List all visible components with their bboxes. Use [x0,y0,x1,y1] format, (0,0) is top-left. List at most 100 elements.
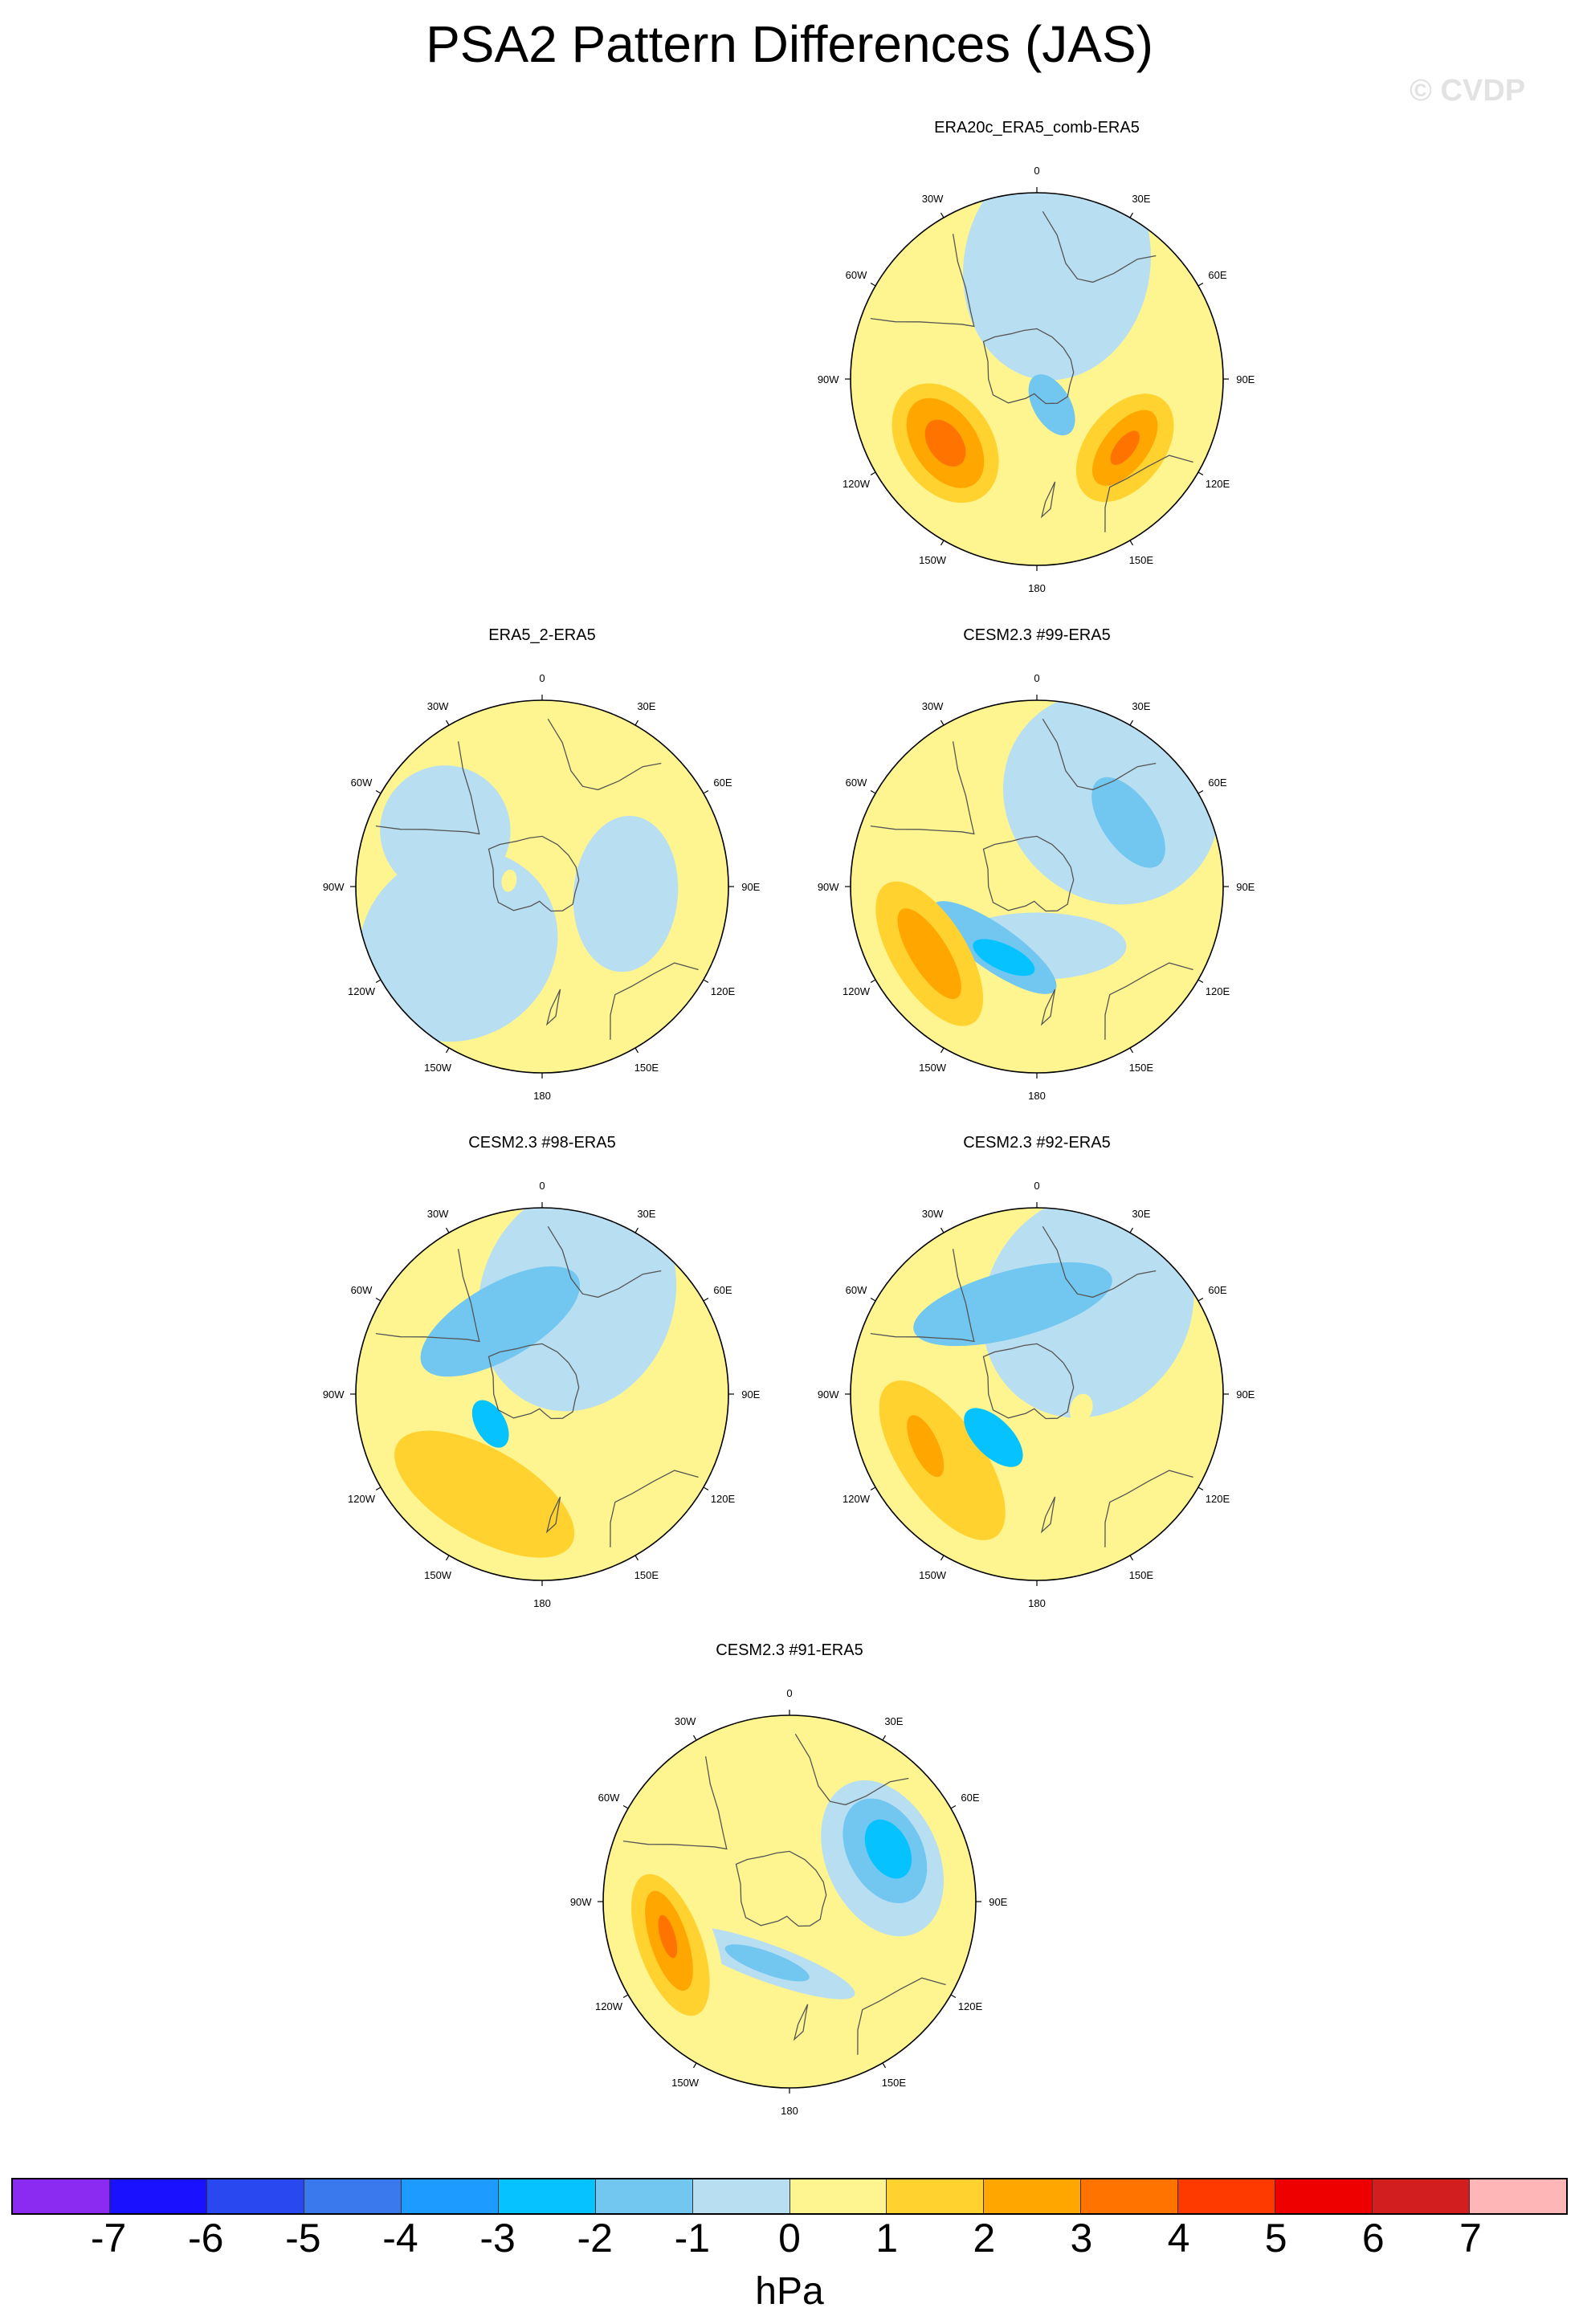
lon-label: 90W [570,1896,592,1908]
contour-region [999,447,1075,565]
lon-tick [1129,212,1134,218]
lon-label: 60W [846,777,867,789]
lon-tick [1129,1555,1134,1561]
coastline [870,1249,975,1343]
colorbar-tick-label: -4 [382,2216,418,2261]
lon-tick [940,1555,945,1561]
lon-tick [950,1804,957,1809]
colorbar-swatch [789,2179,887,2213]
contour-region [724,1944,810,1982]
map-panel-cesm92: CESM2.3 #92-ERA5 0 30E 60E 90E 120E 150E 180 15… [812,1134,1262,1648]
lon-label: 30E [637,700,655,712]
lon-tick [1129,720,1134,726]
map-panel-cesm91: CESM2.3 #91-ERA5 0 30E 60E 90E 120E 150E 180 15… [565,1641,1014,2155]
contour-field [356,700,728,1073]
colorbar-tick-label: -5 [285,2216,321,2261]
page-title: PSA2 Pattern Differences (JAS) [426,15,1153,73]
lon-tick [870,471,876,476]
coastline-antarctica [982,328,1075,405]
map-panel-era5-2: ERA5_2-ERA5 0 30E 60E 90E 120E 150E 180 150W 120… [317,626,767,1140]
coastline-antarctica [488,835,580,912]
lon-label: 30E [637,1208,655,1220]
lon-tick [1198,282,1204,287]
lon-label: 30W [675,1715,696,1727]
coastline-new-zealand [545,989,561,1026]
lon-label: 150W [424,1062,452,1074]
lon-label: 90E [741,881,760,893]
colorbar-tick-label: 7 [1459,2216,1482,2261]
colorbar-swatch [692,2179,790,2213]
panel-title: CESM2.3 #92-ERA5 [963,1134,1111,1152]
contour-region [964,1408,1023,1467]
lon-label: 60E [713,777,732,789]
colorbar-swatch [1275,2179,1373,2213]
lon-label: 150E [1129,1062,1154,1074]
colorbar-tick-label: -3 [479,2216,516,2261]
polar-map: 0 30E 60E 90E 120E 150E 180 150W 120W 90W 60W 30W [570,1687,1008,2117]
lon-label: 60W [846,1284,867,1296]
lon-tick [703,1486,709,1491]
lon-label: 150E [1129,554,1154,566]
lon-label: 30W [922,1208,944,1220]
lon-label: 150W [424,1569,452,1581]
panel-title: CESM2.3 #98-ERA5 [468,1134,616,1152]
lon-label: 150E [882,2077,907,2089]
coastline [547,1225,662,1299]
lon-label: 150E [634,1062,659,1074]
contour-region [394,1430,575,1558]
lon-label: 30W [922,193,944,205]
coastline [610,1470,699,1547]
lon-label: 150W [919,1062,947,1074]
map-panel-cesm98: CESM2.3 #98-ERA5 0 30E 60E 90E 120E 150E 180 15… [317,1134,767,1648]
lon-label: 120W [843,1493,871,1505]
coastline [1104,962,1193,1040]
lon-tick [1198,1486,1204,1491]
colorbar-swatch [497,2179,595,2213]
contour-region [1091,777,1165,868]
coastline-antarctica [982,835,1075,912]
lon-tick [1198,1297,1204,1302]
colorbar-swatch [108,2179,206,2213]
colorbar-swatch [594,2179,692,2213]
coastline-antarctica [982,1343,1075,1420]
contour-region [907,1415,945,1478]
coastline [1042,1225,1157,1299]
coastline [1104,1470,1193,1547]
lon-tick [1198,979,1204,984]
lon-tick [703,789,709,794]
lon-tick [375,1297,381,1302]
lon-label: 150W [919,554,947,566]
lon-tick [445,1555,450,1561]
contour-region [924,419,966,467]
lon-label: 120W [595,2000,623,2012]
colorbar-swatch [400,2179,498,2213]
lon-label: 120W [843,985,871,997]
contour-field [851,193,1223,565]
panel-title: ERA5_2-ERA5 [488,626,596,644]
coastline [870,234,975,328]
lon-label: 180 [533,1597,551,1609]
lon-tick [692,2062,697,2069]
lon-tick [940,540,945,546]
lon-tick [634,1227,639,1233]
lon-tick [692,1735,697,1741]
lon-label: 120E [711,985,736,997]
coastline-new-zealand [1040,989,1056,1026]
lon-label: 120E [1206,985,1230,997]
colorbar-swatch [1177,2179,1275,2213]
lon-tick [1129,1047,1134,1054]
lon-label: 180 [1028,1090,1046,1102]
lon-tick [940,212,945,218]
lon-label: 90W [818,881,839,893]
lon-tick [445,720,450,726]
lon-tick [870,979,876,984]
colorbar-units: hPa [755,2270,824,2313]
coastline-new-zealand [793,2004,809,2041]
panel-title: CESM2.3 #91-ERA5 [716,1641,863,1659]
lon-label: 0 [1034,165,1039,177]
coastline [547,718,662,791]
colorbar-swatch [1372,2179,1470,2213]
panel-title: CESM2.3 #99-ERA5 [963,626,1111,644]
lon-label: 60W [351,777,373,789]
lon-tick [882,2062,887,2069]
